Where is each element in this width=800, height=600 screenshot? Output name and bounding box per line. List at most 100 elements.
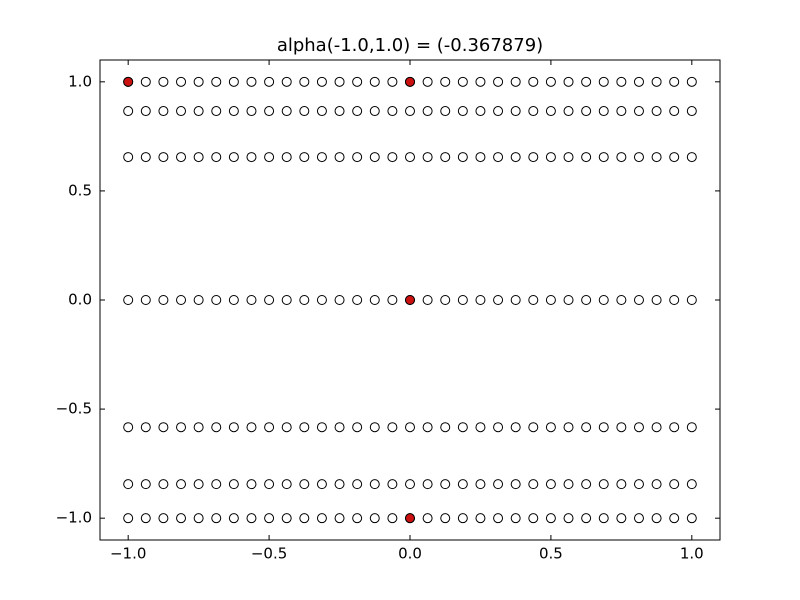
point — [475, 76, 486, 87]
point — [123, 106, 134, 117]
point — [422, 513, 433, 524]
point — [334, 106, 345, 117]
point — [228, 106, 239, 117]
point — [299, 513, 310, 524]
point — [669, 295, 680, 305]
point — [123, 295, 134, 305]
point — [369, 76, 380, 87]
x-tick-label: −1.0 — [110, 545, 146, 563]
point — [422, 479, 433, 490]
point — [387, 76, 398, 87]
point — [633, 76, 644, 87]
point — [457, 422, 468, 433]
point — [176, 295, 187, 305]
point — [475, 479, 486, 490]
point — [440, 422, 451, 433]
point — [228, 76, 239, 87]
point — [387, 295, 398, 305]
point — [651, 76, 662, 87]
point — [264, 76, 275, 87]
point — [669, 479, 680, 490]
point — [158, 479, 169, 490]
point — [228, 422, 239, 433]
point — [264, 152, 275, 163]
point — [246, 152, 257, 163]
point — [651, 106, 662, 117]
point — [193, 106, 204, 117]
point — [369, 152, 380, 163]
point — [299, 295, 310, 305]
point — [405, 422, 415, 433]
point — [510, 106, 521, 117]
point — [563, 513, 574, 524]
point — [281, 152, 292, 163]
x-tick-label: −0.5 — [251, 545, 287, 563]
point — [440, 295, 451, 305]
point — [475, 422, 486, 433]
point — [299, 106, 310, 117]
point — [669, 513, 680, 524]
point — [563, 76, 574, 87]
point — [193, 513, 204, 524]
point — [281, 76, 292, 87]
point — [581, 152, 592, 163]
point — [598, 513, 609, 524]
point — [193, 295, 204, 305]
point — [528, 479, 539, 490]
point — [387, 422, 398, 433]
point — [369, 422, 380, 433]
point — [563, 106, 574, 117]
point — [633, 295, 644, 305]
point — [264, 295, 275, 305]
point — [299, 152, 310, 163]
point — [334, 76, 345, 87]
point — [651, 295, 662, 305]
point — [545, 106, 556, 117]
point — [405, 479, 415, 490]
point — [528, 106, 539, 117]
point — [140, 76, 151, 87]
point — [228, 295, 239, 305]
point — [528, 152, 539, 163]
point — [686, 422, 697, 433]
point — [475, 513, 486, 524]
point — [316, 513, 327, 524]
point — [633, 152, 644, 163]
point — [387, 479, 398, 490]
point — [228, 152, 239, 163]
point — [369, 295, 380, 305]
point — [563, 422, 574, 433]
point — [387, 513, 398, 524]
point — [123, 513, 134, 524]
point — [651, 479, 662, 490]
point — [651, 422, 662, 433]
point — [616, 513, 627, 524]
point — [510, 513, 521, 524]
point — [545, 479, 556, 490]
point — [264, 513, 275, 524]
point — [334, 295, 345, 305]
point — [176, 422, 187, 433]
point — [369, 479, 380, 490]
point — [598, 479, 609, 490]
point — [211, 106, 222, 117]
point — [686, 76, 697, 87]
point — [281, 106, 292, 117]
point — [563, 295, 574, 305]
point — [616, 152, 627, 163]
x-tick-label: 1.0 — [680, 545, 704, 563]
point — [211, 479, 222, 490]
point — [140, 106, 151, 117]
point — [440, 152, 451, 163]
point — [334, 479, 345, 490]
point — [158, 152, 169, 163]
point — [193, 479, 204, 490]
point — [528, 295, 539, 305]
point — [493, 422, 504, 433]
point — [616, 106, 627, 117]
point — [669, 106, 680, 117]
point — [493, 513, 504, 524]
point — [422, 152, 433, 163]
point — [281, 513, 292, 524]
